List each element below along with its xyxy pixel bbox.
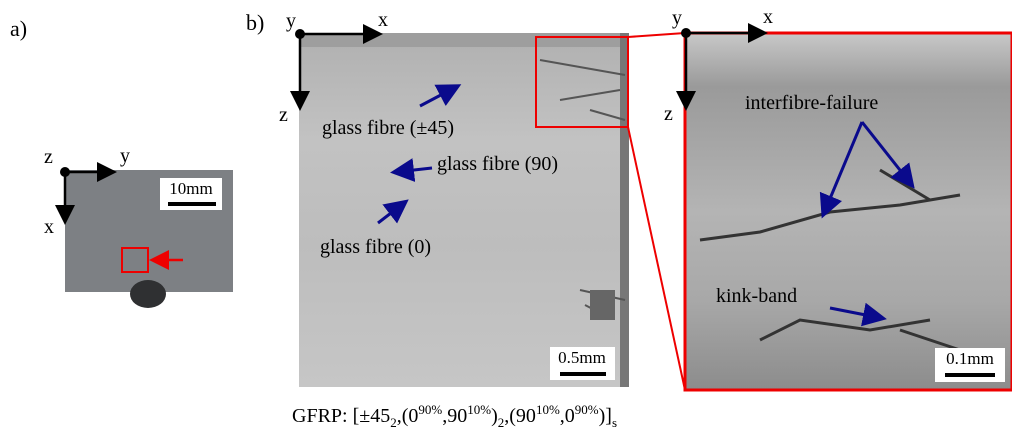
photo-feature <box>130 280 166 308</box>
caption-text: ) <box>491 405 498 427</box>
micrograph <box>299 33 629 387</box>
axis-origin <box>681 28 691 38</box>
micrograph-damage <box>590 290 615 320</box>
caption-text: ,(0 <box>397 405 419 427</box>
axis-label: x <box>378 9 388 31</box>
annotation: glass fibre (±45) <box>322 117 454 139</box>
zoom-line <box>628 33 685 37</box>
panel-label: b) <box>246 10 264 35</box>
axis-label: z <box>279 104 288 126</box>
caption-superscript: 90% <box>575 402 599 417</box>
caption-text: )] <box>599 405 612 427</box>
annotation: glass fibre (90) <box>437 153 558 175</box>
caption-superscript: 10% <box>536 402 560 417</box>
axis-label: x <box>44 216 54 238</box>
axis-label: z <box>664 103 673 125</box>
caption-text: ,0 <box>560 405 575 427</box>
zoom-line <box>628 127 685 390</box>
caption-superscript: 90% <box>418 402 442 417</box>
caption-superscript: 10% <box>467 402 491 417</box>
axis-label: y <box>672 7 682 29</box>
axis-origin <box>60 167 70 177</box>
scale-label: 0.5mm <box>558 348 606 367</box>
annotation: glass fibre (0) <box>320 236 431 258</box>
panel-label: a) <box>10 16 27 41</box>
axis-label: y <box>286 10 296 32</box>
caption: GFRP: [±452,(090%,9010%)2,(9010%,090%)]s <box>292 402 617 430</box>
annotation: interfibre-failure <box>745 92 878 114</box>
figure: a) 10mm z y x b) y x z glass fibre (±45)… <box>0 0 1012 432</box>
axis-label: y <box>120 145 130 167</box>
caption-text: ,90 <box>442 405 467 427</box>
annotation: kink-band <box>716 285 797 307</box>
axis-label: x <box>763 6 773 28</box>
caption-text: GFRP: [±45 <box>292 405 390 427</box>
caption-text: ,(90 <box>504 405 536 427</box>
axis-label: z <box>44 146 53 168</box>
scale-label: 0.1mm <box>946 349 994 368</box>
scale-label: 10mm <box>169 179 212 198</box>
axis-origin <box>295 29 305 39</box>
caption-subscript: s <box>612 415 617 430</box>
